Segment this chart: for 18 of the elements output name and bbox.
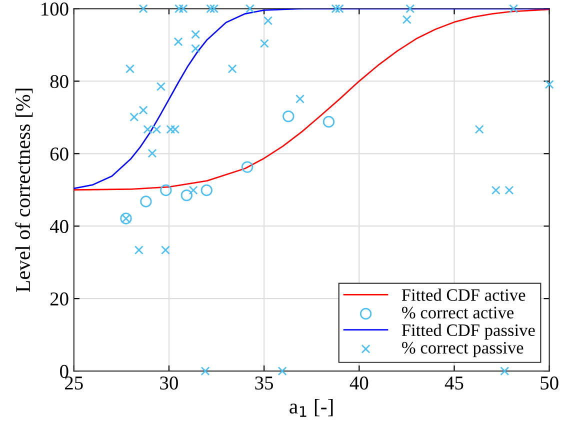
legend-label: Fitted CDF passive	[402, 324, 535, 340]
x-tick-label: 40	[350, 376, 368, 390]
x-tick-label: 50	[540, 376, 558, 390]
x-axis-title: a$_{1}$ [-]	[290, 398, 333, 417]
y-tick-label: 0	[60, 364, 68, 378]
y-tick-label: 60	[50, 147, 68, 161]
x-tick-label: 30	[160, 376, 178, 390]
y-tick-label: 80	[50, 74, 68, 88]
x-tick-label: 25	[65, 376, 83, 390]
y-tick-label: 40	[50, 220, 68, 234]
legend-label: % correct passive	[402, 342, 524, 358]
legend-label: % correct active	[402, 306, 514, 319]
x-tick-label: 45	[444, 376, 464, 390]
y-tick-label: 100	[42, 2, 68, 16]
y-axis-title: Level of correctness [%]	[15, 88, 33, 292]
x-tick-label: 35	[255, 376, 274, 390]
legend-label: Fitted CDF active	[402, 288, 526, 301]
y-tick-label: 20	[50, 292, 68, 306]
